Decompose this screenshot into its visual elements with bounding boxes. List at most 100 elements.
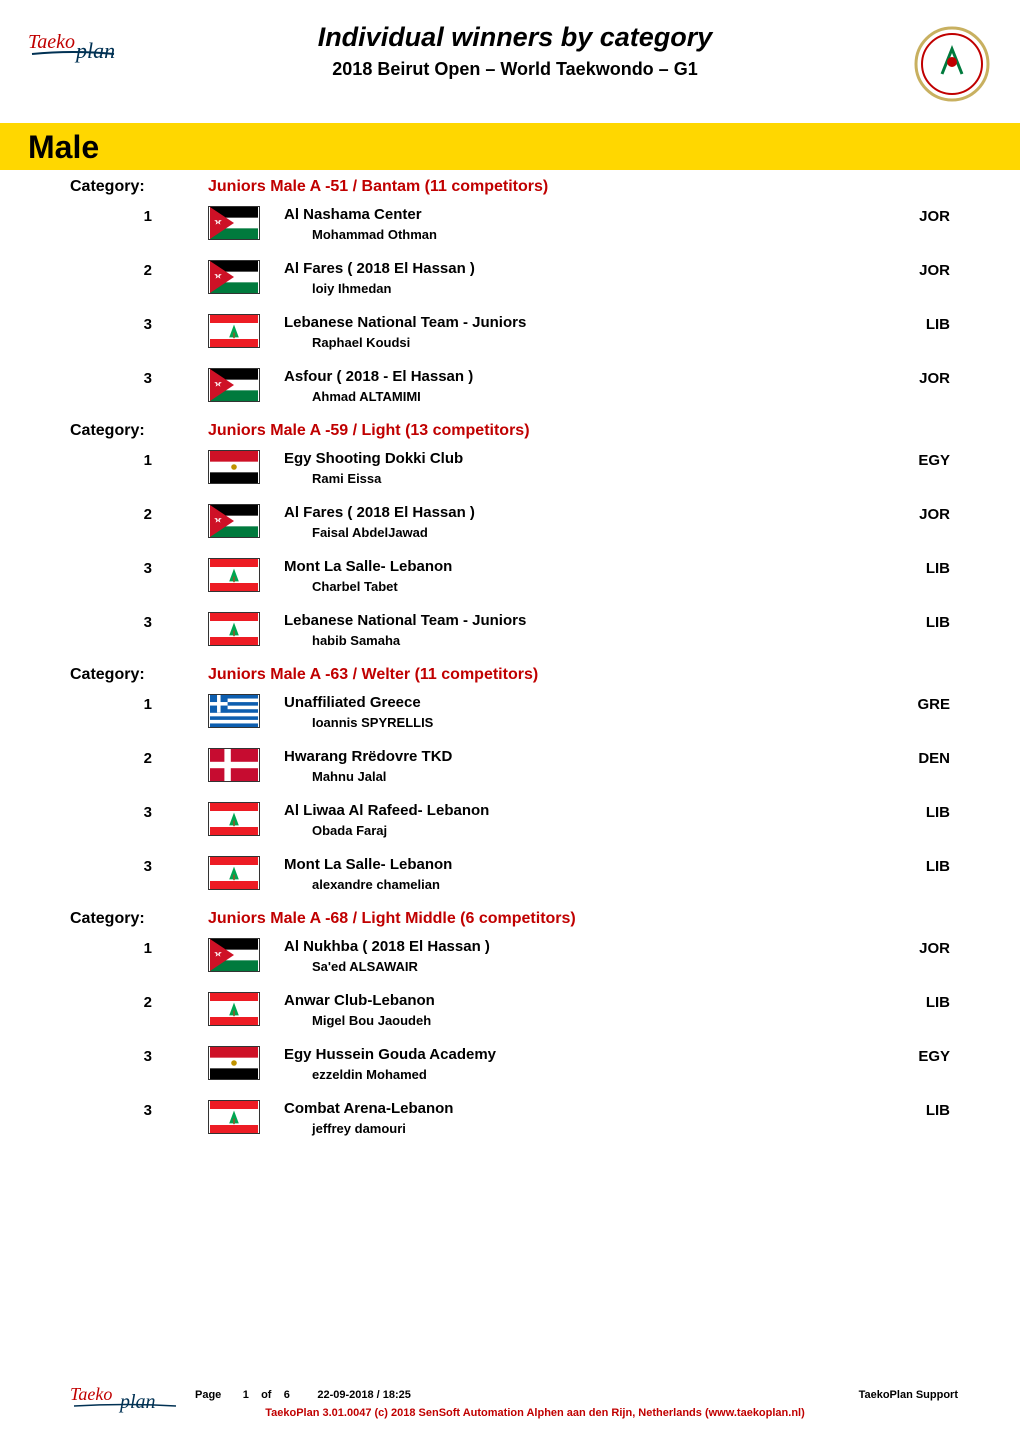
country-code: JOR [900,504,950,523]
place-row: 3 Asfour ( 2018 - El Hassan )Ahmad ALTAMI… [70,360,950,414]
country-code: JOR [900,368,950,387]
place-row: 1 Al Nukhba ( 2018 El Hassan )Sa'ed ALSAW… [70,930,950,984]
rank-number: 2 [70,748,208,767]
footer-line-1: Page 1 of 6 22-09-2018 / 18:25 TaekoPlan… [0,1389,1020,1401]
flag-den [208,748,260,782]
place-row: 1Unaffiliated GreeceIoannis SPYRELLISGRE [70,686,950,740]
place-row: 2Hwarang Rrëdovre TKDMahnu JalalDEN [70,740,950,794]
place-row: 2 Al Fares ( 2018 El Hassan ) loiy Ihmedan… [70,252,950,306]
category-header-row: Category:Juniors Male A -68 / Light Midd… [70,906,950,930]
place-row: 3Lebanese National Team - JuniorsRaphael… [70,306,950,360]
country-code: DEN [900,748,950,767]
rank-number: 2 [70,260,208,279]
page-header: Taekoplan Individual winners by category… [0,0,1020,109]
rank-number: 1 [70,450,208,469]
entry-text: Egy Shooting Dokki ClubRami Eissa [284,450,900,486]
page-title: Individual winners by category [118,22,912,53]
footer-timestamp: 22-09-2018 / 18:25 [317,1389,411,1401]
category-label: Category: [70,422,208,440]
flag-lib [208,856,260,890]
category-header-row: Category:Juniors Male A -59 / Light (13 … [70,418,950,442]
entry-text: Asfour ( 2018 - El Hassan )Ahmad ALTAMIM… [284,368,900,404]
category-label: Category: [70,910,208,928]
footer-page-label: Page [195,1389,221,1401]
flag-lib [208,992,260,1026]
country-code: LIB [900,856,950,875]
entry-text: Al Fares ( 2018 El Hassan ) Faisal AbdelJ… [284,504,900,540]
athlete-name: loiy Ihmedan [284,281,900,296]
country-code: GRE [900,694,950,713]
page-subtitle: 2018 Beirut Open – World Taekwondo – G1 [118,59,912,80]
rank-number: 3 [70,612,208,631]
country-code: JOR [900,938,950,957]
club-name: Al Liwaa Al Rafeed- Lebanon [284,802,900,819]
svg-text:plan: plan [74,38,115,63]
country-code: LIB [900,612,950,631]
country-code: JOR [900,260,950,279]
athlete-name: jeffrey damouri [284,1121,900,1136]
athlete-name: Sa'ed ALSAWAIR [284,959,900,974]
athlete-name: alexandre chamelian [284,877,900,892]
entry-text: Al Liwaa Al Rafeed- LebanonObada Faraj [284,802,900,838]
rank-number: 3 [70,558,208,577]
flag-lib [208,1100,260,1134]
category-title: Juniors Male A -59 / Light (13 competito… [208,422,530,440]
category-block: Category:Juniors Male A -59 / Light (13 … [0,418,1020,658]
athlete-name: Charbel Tabet [284,579,900,594]
category-title: Juniors Male A -63 / Welter (11 competit… [208,666,538,684]
place-row: 3Egy Hussein Gouda Academyezzeldin Moham… [70,1038,950,1092]
club-name: Combat Arena-Lebanon [284,1100,900,1117]
flag-lib [208,558,260,592]
club-name: Egy Hussein Gouda Academy [284,1046,900,1063]
club-name: Al Fares ( 2018 El Hassan ) [284,504,900,521]
athlete-name: Rami Eissa [284,471,900,486]
athlete-name: habib Samaha [284,633,900,648]
rank-number: 1 [70,206,208,225]
country-code: LIB [900,1100,950,1119]
footer-page-info: Page 1 of 6 22-09-2018 / 18:25 [195,1389,411,1401]
svg-text:Taeko: Taeko [28,31,75,53]
flag-jor [208,938,260,972]
place-row: 1Al Nashama CenterMohammad OthmanJOR [70,198,950,252]
athlete-name: Ahmad ALTAMIMI [284,389,900,404]
place-row: 3Mont La Salle- Lebanonalexandre chameli… [70,848,950,902]
flag-gre [208,694,260,728]
club-name: Unaffiliated Greece [284,694,900,711]
country-code: EGY [900,450,950,469]
entry-text: Lebanese National Team - JuniorsRaphael … [284,314,900,350]
entry-text: Al Nukhba ( 2018 El Hassan )Sa'ed ALSAWA… [284,938,900,974]
flag-jor [208,368,260,402]
athlete-name: ezzeldin Mohamed [284,1067,900,1082]
rank-number: 1 [70,938,208,957]
club-name: Mont La Salle- Lebanon [284,558,900,575]
entry-text: Egy Hussein Gouda Academy ezzeldin Mohame… [284,1046,900,1082]
category-label: Category: [70,666,208,684]
flag-lib [208,314,260,348]
club-name: Al Fares ( 2018 El Hassan ) [284,260,900,277]
page-footer: Page 1 of 6 22-09-2018 / 18:25 TaekoPlan… [0,1389,1020,1419]
category-title: Juniors Male A -68 / Light Middle (6 com… [208,910,576,928]
footer-total-pages: 6 [284,1389,290,1401]
entry-text: Al Nashama CenterMohammad Othman [284,206,900,242]
category-label: Category: [70,178,208,196]
entry-text: Combat Arena-Lebanon jeffrey damouri [284,1100,900,1136]
category-title: Juniors Male A -51 / Bantam (11 competit… [208,178,548,196]
entry-text: Lebanese National Team - Juniors habib Sa… [284,612,900,648]
place-row: 2 Al Fares ( 2018 El Hassan ) Faisal Abdel… [70,496,950,550]
rank-number: 2 [70,504,208,523]
place-row: 3Combat Arena-Lebanonjeffrey damouriLIB [70,1092,950,1146]
footer-support: TaekoPlan Support [859,1389,958,1401]
club-name: Anwar Club-Lebanon [284,992,900,1009]
entry-text: Anwar Club-LebanonMigel Bou Jaoudeh [284,992,900,1028]
country-code: LIB [900,992,950,1011]
category-block: Category:Juniors Male A -63 / Welter (11… [0,662,1020,902]
category-block: Category:Juniors Male A -68 / Light Midd… [0,906,1020,1146]
rank-number: 1 [70,694,208,713]
athlete-name: Faisal AbdelJawad [284,525,900,540]
flag-lib [208,612,260,646]
place-row: 3Al Liwaa Al Rafeed- LebanonObada FarajL… [70,794,950,848]
categories-container: Category:Juniors Male A -51 / Bantam (11… [0,174,1020,1146]
rank-number: 3 [70,368,208,387]
footer-credit: TaekoPlan 3.01.0047 (c) 2018 SenSoft Aut… [0,1407,1020,1419]
club-name: Lebanese National Team - Juniors [284,612,900,629]
